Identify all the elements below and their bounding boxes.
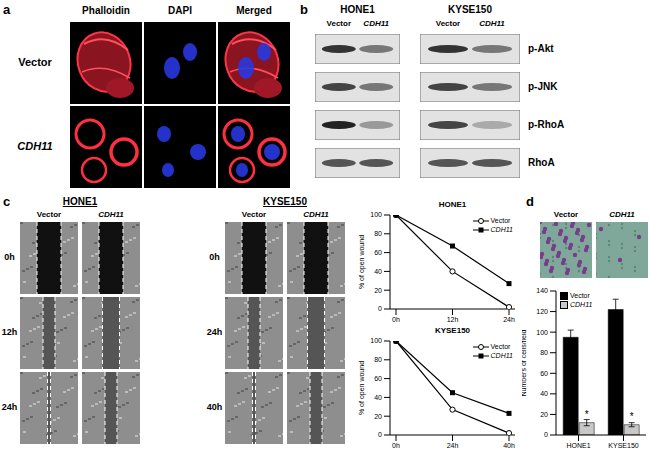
html-text:CDH11: CDH11 [490, 226, 513, 234]
html-text:Phalloidin: Phalloidin [82, 5, 130, 16]
svg-text:100: 100 [370, 211, 382, 218]
svg-text:40h: 40h [503, 442, 515, 449]
svg-text:KYSE150: KYSE150 [608, 442, 638, 449]
svg-text:20: 20 [374, 287, 382, 294]
html-text:CDH11: CDH11 [479, 19, 505, 28]
html-text:0h: 0h [4, 252, 15, 262]
svg-text:0h: 0h [392, 442, 400, 449]
svg-text:140: 140 [536, 287, 548, 294]
html-text:CDH11: CDH11 [303, 210, 329, 219]
html-text:CDH11: CDH11 [570, 301, 593, 309]
html-text:HONE1: HONE1 [62, 196, 98, 207]
svg-text:40: 40 [374, 394, 382, 401]
html-text:b: b [300, 2, 308, 17]
html-text:12h: 12h [1, 327, 18, 337]
svg-text:24h: 24h [447, 442, 459, 449]
svg-text:120: 120 [536, 308, 548, 315]
svg-text:0: 0 [378, 305, 382, 312]
svg-text:0h: 0h [392, 316, 400, 323]
html-text:CDH11: CDH11 [363, 19, 389, 28]
html-text:CDH11: CDH11 [609, 210, 635, 219]
svg-text:60: 60 [540, 370, 548, 377]
html-text:p-JNK: p-JNK [528, 81, 558, 92]
svg-text:24h: 24h [503, 316, 515, 323]
html-text:HONE1: HONE1 [438, 200, 467, 209]
html-text:0h: 0h [209, 252, 220, 262]
html-text:HONE1: HONE1 [340, 4, 375, 15]
html-text:Vector: Vector [570, 292, 590, 299]
svg-text:*: * [585, 409, 589, 420]
svg-text:40: 40 [540, 390, 548, 397]
svg-text:Numbers of cells/field: Numbers of cells/field [522, 329, 527, 396]
html-text:CDH11: CDH11 [98, 210, 124, 219]
svg-text:0: 0 [544, 431, 548, 438]
html-text:Vector: Vector [326, 19, 351, 28]
svg-text:80: 80 [374, 230, 382, 237]
svg-text:12h: 12h [447, 316, 459, 323]
svg-text:60: 60 [374, 375, 382, 382]
html-text:Vector: Vector [36, 210, 62, 219]
html-text:Merged: Merged [236, 5, 272, 16]
svg-text:100: 100 [536, 329, 548, 336]
html-text:Vector: Vector [241, 210, 267, 219]
html-text:Vector: Vector [18, 56, 52, 68]
html-text:24h: 24h [206, 327, 223, 337]
svg-text:*: * [630, 411, 634, 422]
html-text:24h: 24h [1, 402, 18, 412]
html-text:DAPI: DAPI [168, 5, 192, 16]
html-text:RhoA: RhoA [528, 157, 555, 168]
html-text:CDH11: CDH11 [17, 140, 53, 152]
html-text:d: d [526, 194, 534, 209]
svg-text:20: 20 [374, 413, 382, 420]
html-text:p-RhoA: p-RhoA [528, 119, 565, 130]
svg-text:% of open wound: % of open wound [358, 361, 366, 415]
svg-text:HONE1: HONE1 [566, 442, 590, 449]
svg-text:80: 80 [374, 356, 382, 363]
svg-text:% of open wound: % of open wound [358, 235, 366, 289]
html-text:Vector: Vector [553, 210, 579, 219]
html-text:KYSE150: KYSE150 [263, 196, 307, 207]
svg-text:60: 60 [374, 249, 382, 256]
html-text:CDH11: CDH11 [490, 352, 513, 360]
svg-text:20: 20 [540, 411, 548, 418]
html-text:KYSE150: KYSE150 [434, 326, 471, 335]
html-text:Vector: Vector [435, 19, 461, 28]
svg-text:40: 40 [374, 268, 382, 275]
html-text:p-Akt: p-Akt [528, 43, 554, 54]
html-text:c: c [3, 194, 11, 209]
html-text:Vector: Vector [490, 217, 511, 224]
html-text:KYSE150: KYSE150 [448, 4, 492, 15]
html-text:40h: 40h [206, 402, 223, 412]
svg-text:100: 100 [370, 337, 382, 344]
html-text:a: a [3, 2, 11, 17]
html-text:Vector: Vector [490, 343, 511, 350]
svg-text:0: 0 [378, 431, 382, 438]
svg-text:80: 80 [540, 349, 548, 356]
